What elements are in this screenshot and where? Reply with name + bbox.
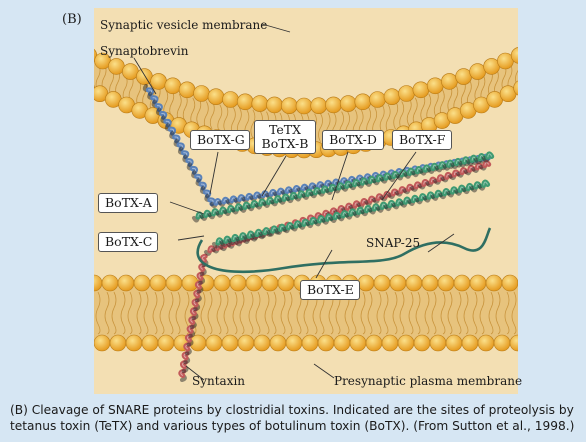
snap25-helix-2	[212, 179, 491, 249]
synaptobrevin-helix	[142, 84, 216, 207]
toxin-botx-g: BoTX-G	[190, 130, 250, 150]
toxin-botx-f: BoTX-F	[392, 130, 452, 150]
label-plasma-membrane: Presynaptic plasma membrane	[334, 374, 523, 388]
snap25-linker	[196, 227, 492, 274]
snap25-helix-1	[192, 151, 495, 223]
toxin-tetx: TeTX	[268, 122, 301, 137]
syntaxin-helix	[178, 253, 209, 382]
snare-diagram	[94, 8, 518, 394]
toxin-botx-e: BoTX-E	[300, 280, 360, 300]
toxin-botx-d: BoTX-D	[322, 130, 384, 150]
figure-panel: (B) Synaptic vesicle membrane Synaptobre…	[62, 8, 523, 394]
presynaptic-plasma-membrane	[94, 274, 518, 352]
label-vesicle-membrane: Synaptic vesicle membrane	[100, 18, 268, 32]
toxin-botx-b: BoTX-B	[261, 136, 309, 151]
leader-lines	[133, 23, 455, 381]
label-snap25: SNAP-25	[366, 236, 421, 250]
toxin-botx-c: BoTX-C	[98, 232, 158, 252]
panel-label: (B)	[62, 12, 82, 27]
label-syntaxin: Syntaxin	[192, 374, 246, 388]
label-synaptobrevin: Synaptobrevin	[100, 44, 189, 58]
toxin-botx-a: BoTX-A	[98, 193, 158, 213]
figure-caption: (B) Cleavage of SNARE proteins by clostr…	[10, 403, 575, 433]
toxin-tetx-botx-b: TeTX BoTX-B	[254, 120, 316, 154]
